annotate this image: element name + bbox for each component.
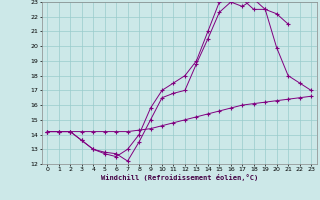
X-axis label: Windchill (Refroidissement éolien,°C): Windchill (Refroidissement éolien,°C) — [100, 174, 258, 181]
